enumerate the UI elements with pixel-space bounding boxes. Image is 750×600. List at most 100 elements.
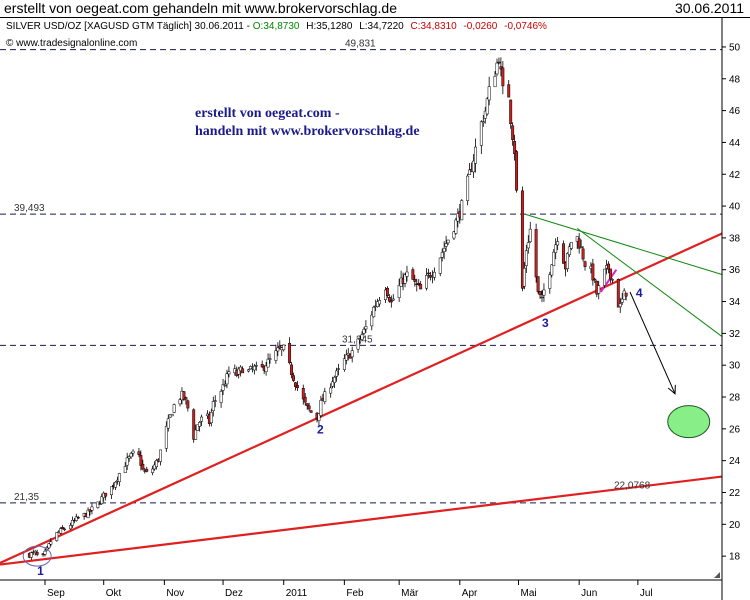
y-tick-label: 30 <box>729 361 741 372</box>
candle-body <box>624 292 628 297</box>
candles-layer <box>27 57 628 561</box>
y-tick-label: 40 <box>729 202 741 213</box>
candle-body <box>96 501 100 508</box>
candle-body <box>290 364 293 376</box>
candle-body <box>554 244 558 253</box>
level-label: 49,831 <box>345 39 376 50</box>
candle-body <box>569 242 573 249</box>
candle-body <box>550 264 554 276</box>
candle-body <box>483 110 487 119</box>
projection-arrow-head <box>667 384 676 395</box>
annotation-line-2: handeln mit www.brokervorschlag.de <box>195 124 420 139</box>
candle-body <box>33 550 37 554</box>
info-change: -0,0260 <box>463 21 497 32</box>
candle-body <box>335 370 338 377</box>
candle-body <box>397 285 401 298</box>
candle-body <box>481 121 485 124</box>
candle-body <box>609 268 612 280</box>
candle-body <box>196 424 200 431</box>
candle-body <box>452 231 456 239</box>
candle-body <box>511 125 515 140</box>
candle-body <box>350 350 354 358</box>
candle-body <box>47 543 51 549</box>
candle-body <box>88 509 92 512</box>
candle-body <box>172 404 176 413</box>
info-change-pct: -0,0746% <box>504 21 547 32</box>
candle-body <box>333 376 337 383</box>
candle-body <box>513 141 517 155</box>
candle-body <box>264 365 268 372</box>
level-label: 21,35 <box>14 492 39 503</box>
candle-body <box>411 269 415 280</box>
candle-body <box>295 385 299 388</box>
candle-body <box>618 303 622 308</box>
candle-body <box>474 146 477 164</box>
y-tick-label: 50 <box>729 42 741 53</box>
chart-date: 30.06.2011 <box>674 0 744 16</box>
candle-body <box>329 387 333 394</box>
candle-body <box>319 400 323 416</box>
candle-body <box>151 468 155 473</box>
candle-body <box>86 509 90 518</box>
candle-body <box>620 298 624 303</box>
candle-body <box>153 464 157 470</box>
candle-body <box>209 412 213 424</box>
candle-body <box>442 247 446 253</box>
wave-label: 2 <box>317 423 324 437</box>
y-tick-label: 26 <box>729 424 741 435</box>
candle-body <box>288 343 292 364</box>
candle-body <box>520 190 524 289</box>
candle-body <box>370 314 374 327</box>
candle-body <box>438 257 442 274</box>
candle-body <box>565 253 569 269</box>
candle-body <box>413 279 417 282</box>
candle-body <box>389 300 393 303</box>
info-open: O:34,8730 <box>253 21 300 32</box>
candle-body <box>405 271 409 277</box>
x-tick-label: Jul <box>640 588 653 599</box>
candle-body <box>356 338 360 350</box>
candle-body <box>104 492 108 497</box>
info-close: C:34,8310 <box>410 21 457 32</box>
wave-label: 4 <box>636 286 643 300</box>
candle-body <box>211 401 215 411</box>
candle-body <box>35 552 39 555</box>
y-tick-label: 48 <box>729 74 741 85</box>
candle-body <box>507 84 511 98</box>
candle-body <box>219 391 223 403</box>
candle-body <box>127 456 131 459</box>
candle-body <box>346 352 350 356</box>
trendline-red-support-steep <box>0 232 723 564</box>
candle-body <box>487 86 491 101</box>
candle-body <box>276 347 280 352</box>
candle-body <box>303 396 307 403</box>
candle-body <box>192 409 196 440</box>
candle-body <box>364 326 368 330</box>
y-tick-label: 22 <box>729 488 741 499</box>
candle-body <box>223 385 227 387</box>
candle-body <box>501 67 505 87</box>
candle-body <box>29 552 33 558</box>
candle-body <box>59 528 63 534</box>
candle-body <box>581 248 585 260</box>
candle-body <box>282 344 286 351</box>
candle-body <box>497 61 501 64</box>
candle-body <box>440 252 444 258</box>
candle-body <box>110 486 113 496</box>
candle-body <box>266 358 270 368</box>
candle-body <box>540 296 544 299</box>
candle-body <box>113 481 117 488</box>
candle-body <box>139 455 143 466</box>
candle-body <box>552 251 556 267</box>
candle-body <box>68 525 72 530</box>
y-tick-label: 46 <box>729 106 741 117</box>
trendline-green-upper <box>524 213 723 275</box>
candle-body <box>597 285 601 294</box>
x-tick-label: Mär <box>401 588 419 599</box>
x-tick-label: Apr <box>462 588 478 599</box>
candle-body <box>427 272 430 275</box>
candle-body <box>294 382 297 387</box>
candle-body <box>603 268 607 286</box>
candle-body <box>567 246 571 255</box>
